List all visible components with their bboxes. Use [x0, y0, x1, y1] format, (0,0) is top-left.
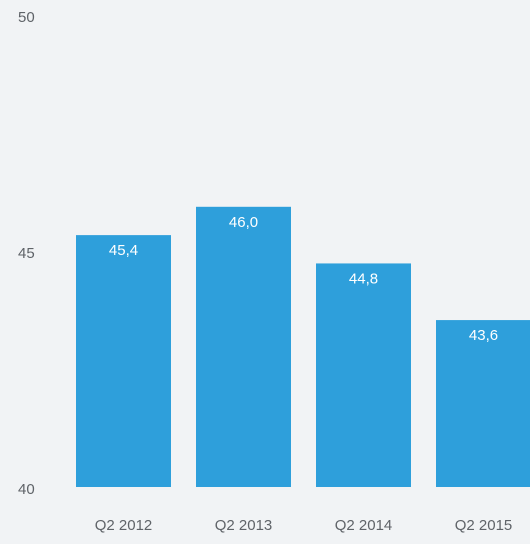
bar: [76, 235, 171, 487]
value-label: 44,8: [349, 270, 378, 287]
bar: [196, 206, 291, 488]
bar: [436, 320, 530, 487]
bar: [316, 263, 411, 487]
value-label: 45,4: [109, 242, 138, 259]
value-label: 43,6: [469, 327, 498, 344]
x-tick-label: Q2 2015: [455, 517, 513, 534]
x-tick-label: Q2 2012: [95, 517, 153, 534]
x-tick-label: Q2 2013: [215, 517, 273, 534]
y-tick-label: 40: [18, 481, 35, 498]
y-tick-label: 45: [18, 245, 35, 262]
x-tick-label: Q2 2014: [335, 517, 393, 534]
y-tick-label: 50: [18, 9, 35, 26]
value-label: 46,0: [229, 214, 258, 231]
